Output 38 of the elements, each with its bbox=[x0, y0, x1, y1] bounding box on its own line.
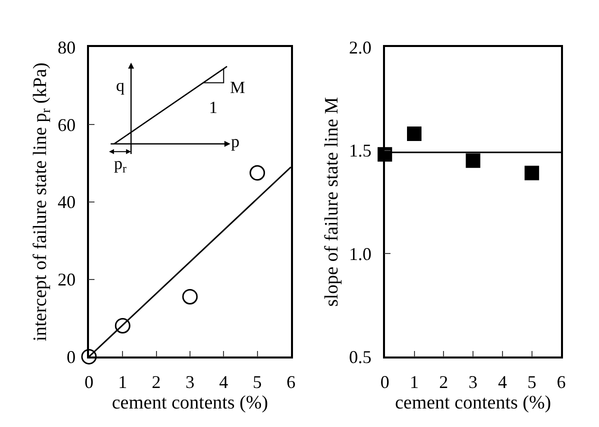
x-tick-label: 3 bbox=[185, 372, 194, 392]
x-tick-label: 4 bbox=[498, 372, 507, 392]
x-tick-label: 2 bbox=[439, 372, 448, 392]
y-tick-label: 1.0 bbox=[349, 244, 372, 264]
x-tick-label: 0 bbox=[84, 372, 94, 392]
annotation: M bbox=[230, 78, 246, 97]
x-tick-label: 2 bbox=[152, 372, 161, 392]
y-tick-label: 0.5 bbox=[349, 346, 372, 367]
y-tick-label: 1.5 bbox=[349, 140, 372, 161]
annotation: q bbox=[116, 76, 125, 95]
point bbox=[250, 165, 266, 181]
y-tick-label: 20 bbox=[58, 270, 76, 290]
x-tick-label: 3 bbox=[468, 372, 478, 392]
x-tick-label: 5 bbox=[252, 372, 262, 392]
annotation: 1 bbox=[209, 98, 218, 117]
x-tick-label: 5 bbox=[527, 372, 536, 392]
x-tick-label: 6 bbox=[556, 372, 566, 392]
y-tick-label: 40 bbox=[58, 192, 76, 212]
y-tick-label: 2.0 bbox=[349, 37, 372, 58]
x-tick-label: 1 bbox=[118, 372, 128, 392]
x-axis-title: cement contents (%) bbox=[394, 392, 552, 414]
y-tick-label: 80 bbox=[58, 37, 76, 58]
y-axis-title: slope of failure state line M bbox=[321, 97, 342, 307]
x-tick-label: 4 bbox=[219, 372, 228, 392]
point bbox=[182, 288, 198, 304]
point bbox=[114, 318, 130, 334]
point bbox=[466, 153, 480, 168]
x-tick-label: 6 bbox=[286, 372, 296, 392]
x-tick-label: 1 bbox=[410, 372, 419, 392]
x-axis-title: cement contents (%) bbox=[112, 392, 268, 414]
point bbox=[81, 348, 97, 364]
y-tick-label: 60 bbox=[58, 114, 76, 135]
point bbox=[524, 166, 540, 180]
point bbox=[407, 126, 422, 142]
annotation: p bbox=[231, 132, 240, 151]
x-tick-label: 0 bbox=[380, 372, 390, 392]
y-tick-label: 0 bbox=[66, 346, 76, 367]
annotation: p$_{r}$ bbox=[114, 154, 126, 176]
